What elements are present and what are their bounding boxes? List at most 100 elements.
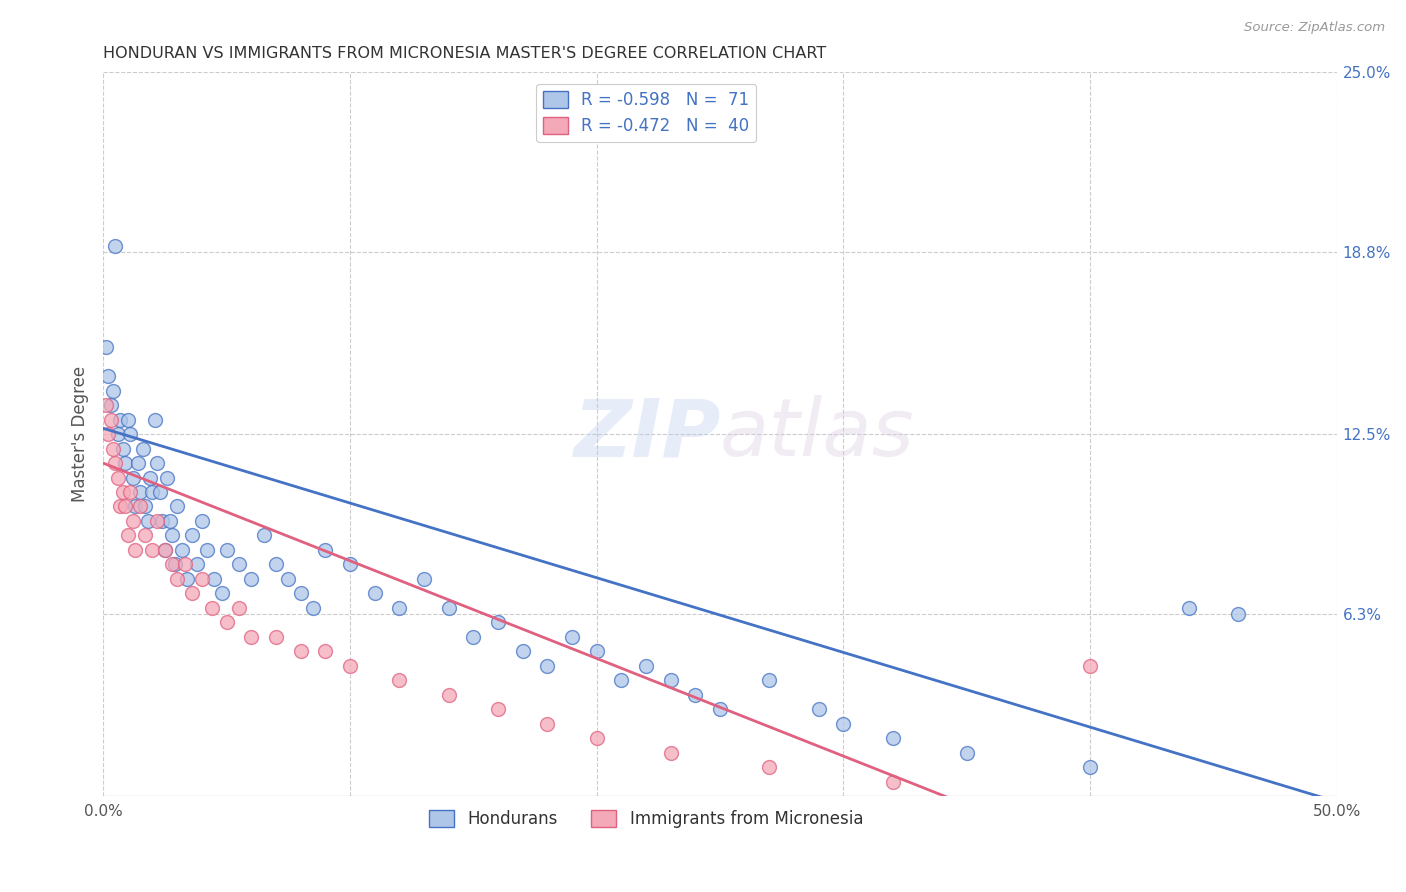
Point (363, 586, 385, 600)
Point (114, 500, 136, 514)
Point (277, 572, 299, 586)
Point (585, 731, 607, 746)
Point (252, 528, 274, 542)
Point (659, 673, 682, 688)
Point (264, 558, 287, 572)
Text: ZIP: ZIP (572, 395, 720, 473)
Point (141, 543, 163, 558)
Point (127, 456, 149, 470)
Point (111, 485, 134, 500)
Point (110, 500, 132, 514)
Point (290, 586, 312, 600)
Point (160, 528, 183, 542)
Point (181, 586, 204, 600)
Point (124, 500, 146, 514)
Point (172, 543, 194, 558)
Point (143, 412, 166, 426)
Point (156, 470, 179, 484)
Point (585, 644, 607, 658)
Point (134, 500, 156, 514)
Point (117, 412, 139, 426)
Point (240, 572, 263, 586)
Point (110, 412, 132, 426)
Point (153, 543, 176, 558)
Point (388, 673, 411, 688)
Point (1078, 658, 1101, 673)
Point (114, 456, 136, 470)
Point (166, 572, 188, 586)
Point (463, 630, 485, 644)
Point (146, 514, 169, 528)
Point (685, 688, 707, 702)
Point (141, 485, 163, 500)
Point (121, 470, 143, 484)
Point (94, 340, 117, 354)
Point (201, 600, 224, 615)
Point (512, 644, 534, 658)
Point (176, 572, 198, 586)
Point (97, 369, 120, 384)
Point (111, 442, 134, 456)
Point (302, 600, 325, 615)
Point (228, 600, 250, 615)
Point (215, 615, 238, 630)
Point (659, 746, 682, 760)
Legend: Hondurans, Immigrants from Micronesia: Hondurans, Immigrants from Micronesia (422, 804, 870, 835)
Point (1227, 607, 1250, 621)
Point (290, 644, 312, 658)
Point (486, 615, 509, 630)
Point (195, 543, 218, 558)
Point (536, 658, 558, 673)
Point (107, 427, 129, 442)
Point (758, 760, 780, 774)
Point (228, 558, 250, 572)
Point (166, 500, 188, 514)
Point (191, 572, 214, 586)
Point (413, 572, 436, 586)
Point (636, 658, 658, 673)
Point (173, 558, 195, 572)
Point (107, 470, 129, 484)
Point (120, 485, 142, 500)
Point (117, 528, 139, 542)
Point (882, 774, 904, 789)
Point (314, 644, 336, 658)
Point (191, 514, 214, 528)
Point (486, 702, 509, 716)
Point (101, 384, 124, 398)
Point (314, 543, 336, 558)
Text: HONDURAN VS IMMIGRANTS FROM MICRONESIA MASTER'S DEGREE CORRELATION CHART: HONDURAN VS IMMIGRANTS FROM MICRONESIA M… (103, 46, 827, 62)
Point (97, 427, 120, 442)
Point (758, 673, 780, 688)
Point (153, 543, 176, 558)
Point (104, 239, 127, 253)
Point (94, 398, 117, 412)
Point (882, 731, 904, 746)
Point (437, 688, 460, 702)
Point (104, 456, 127, 470)
Point (339, 658, 361, 673)
Point (561, 630, 583, 644)
Point (146, 456, 169, 470)
Y-axis label: Master's Degree: Master's Degree (72, 366, 89, 502)
Point (536, 716, 558, 731)
Point (149, 485, 172, 500)
Point (215, 543, 238, 558)
Point (709, 702, 731, 716)
Point (160, 558, 183, 572)
Point (388, 600, 411, 615)
Point (131, 442, 153, 456)
Point (129, 500, 152, 514)
Point (139, 470, 162, 484)
Point (134, 528, 156, 542)
Point (264, 630, 287, 644)
Point (120, 427, 142, 442)
Point (100, 398, 122, 412)
Point (807, 702, 830, 716)
Point (956, 746, 979, 760)
Point (101, 442, 124, 456)
Point (186, 558, 208, 572)
Point (610, 673, 633, 688)
Point (121, 514, 143, 528)
Point (437, 600, 460, 615)
